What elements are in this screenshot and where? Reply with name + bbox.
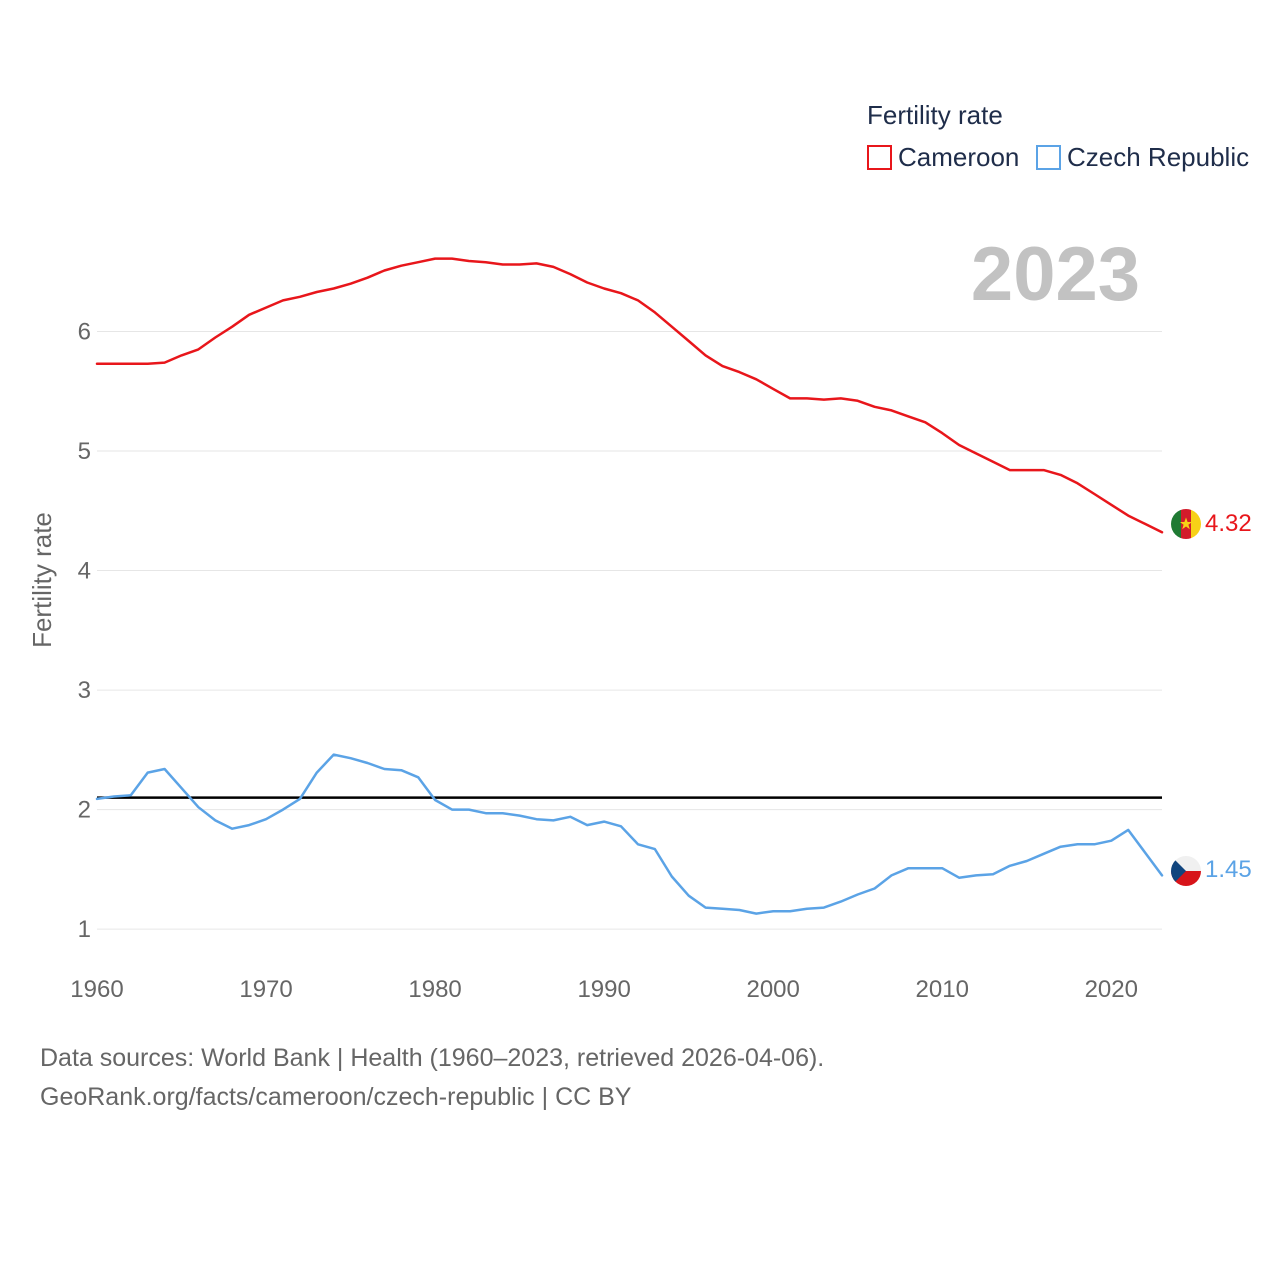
legend-swatch-cameroon <box>867 145 892 170</box>
cameroon-flag-icon <box>1171 509 1201 539</box>
x-tick-label-1990: 1990 <box>577 976 630 1003</box>
y-tick-label-4: 4 <box>78 558 91 585</box>
x-tick-label-2020: 2020 <box>1085 976 1138 1003</box>
x-tick-label-2010: 2010 <box>916 976 969 1003</box>
legend-label-czech-republic: Czech Republic <box>1067 142 1249 172</box>
legend-label-cameroon: Cameroon <box>898 142 1019 172</box>
x-tick-label-1960: 1960 <box>70 976 123 1003</box>
legend-swatch-czech-republic <box>1036 145 1061 170</box>
y-axis-title: Fertility rate <box>27 512 57 648</box>
y-axis-ticks: 1 2 3 4 5 6 <box>78 318 91 943</box>
x-tick-label-1980: 1980 <box>408 976 461 1003</box>
end-marker-cameroon: 4.32 <box>1171 509 1252 539</box>
year-label: 2023 <box>971 232 1140 317</box>
y-tick-label-2: 2 <box>78 797 91 824</box>
legend: Fertility rate Cameroon Czech Republic <box>867 100 1249 172</box>
footer-sources: Data sources: World Bank | Health (1960–… <box>40 1044 825 1072</box>
legend-title: Fertility rate <box>867 100 1003 130</box>
footer-credit: GeoRank.org/facts/cameroon/czech-republi… <box>40 1083 632 1111</box>
end-marker-czech-republic: 1.45 <box>1171 856 1252 886</box>
y-tick-label-3: 3 <box>78 677 91 704</box>
x-axis-ticks: 1960 1970 1980 1990 2000 2010 2020 <box>70 976 1138 1003</box>
x-tick-label-1970: 1970 <box>239 976 292 1003</box>
gridlines <box>97 330 1162 930</box>
series-line-czech-republic <box>95 753 1164 915</box>
end-label-cameroon: 4.32 <box>1205 510 1252 537</box>
czech-flag-icon <box>1171 856 1201 886</box>
series-line-cameroon <box>95 257 1164 534</box>
end-label-czech-republic: 1.45 <box>1205 856 1252 883</box>
y-tick-label-1: 1 <box>78 916 91 943</box>
y-tick-label-6: 6 <box>78 318 91 345</box>
series-lines <box>95 257 1164 915</box>
y-tick-label-5: 5 <box>78 438 91 465</box>
x-tick-label-2000: 2000 <box>746 976 799 1003</box>
